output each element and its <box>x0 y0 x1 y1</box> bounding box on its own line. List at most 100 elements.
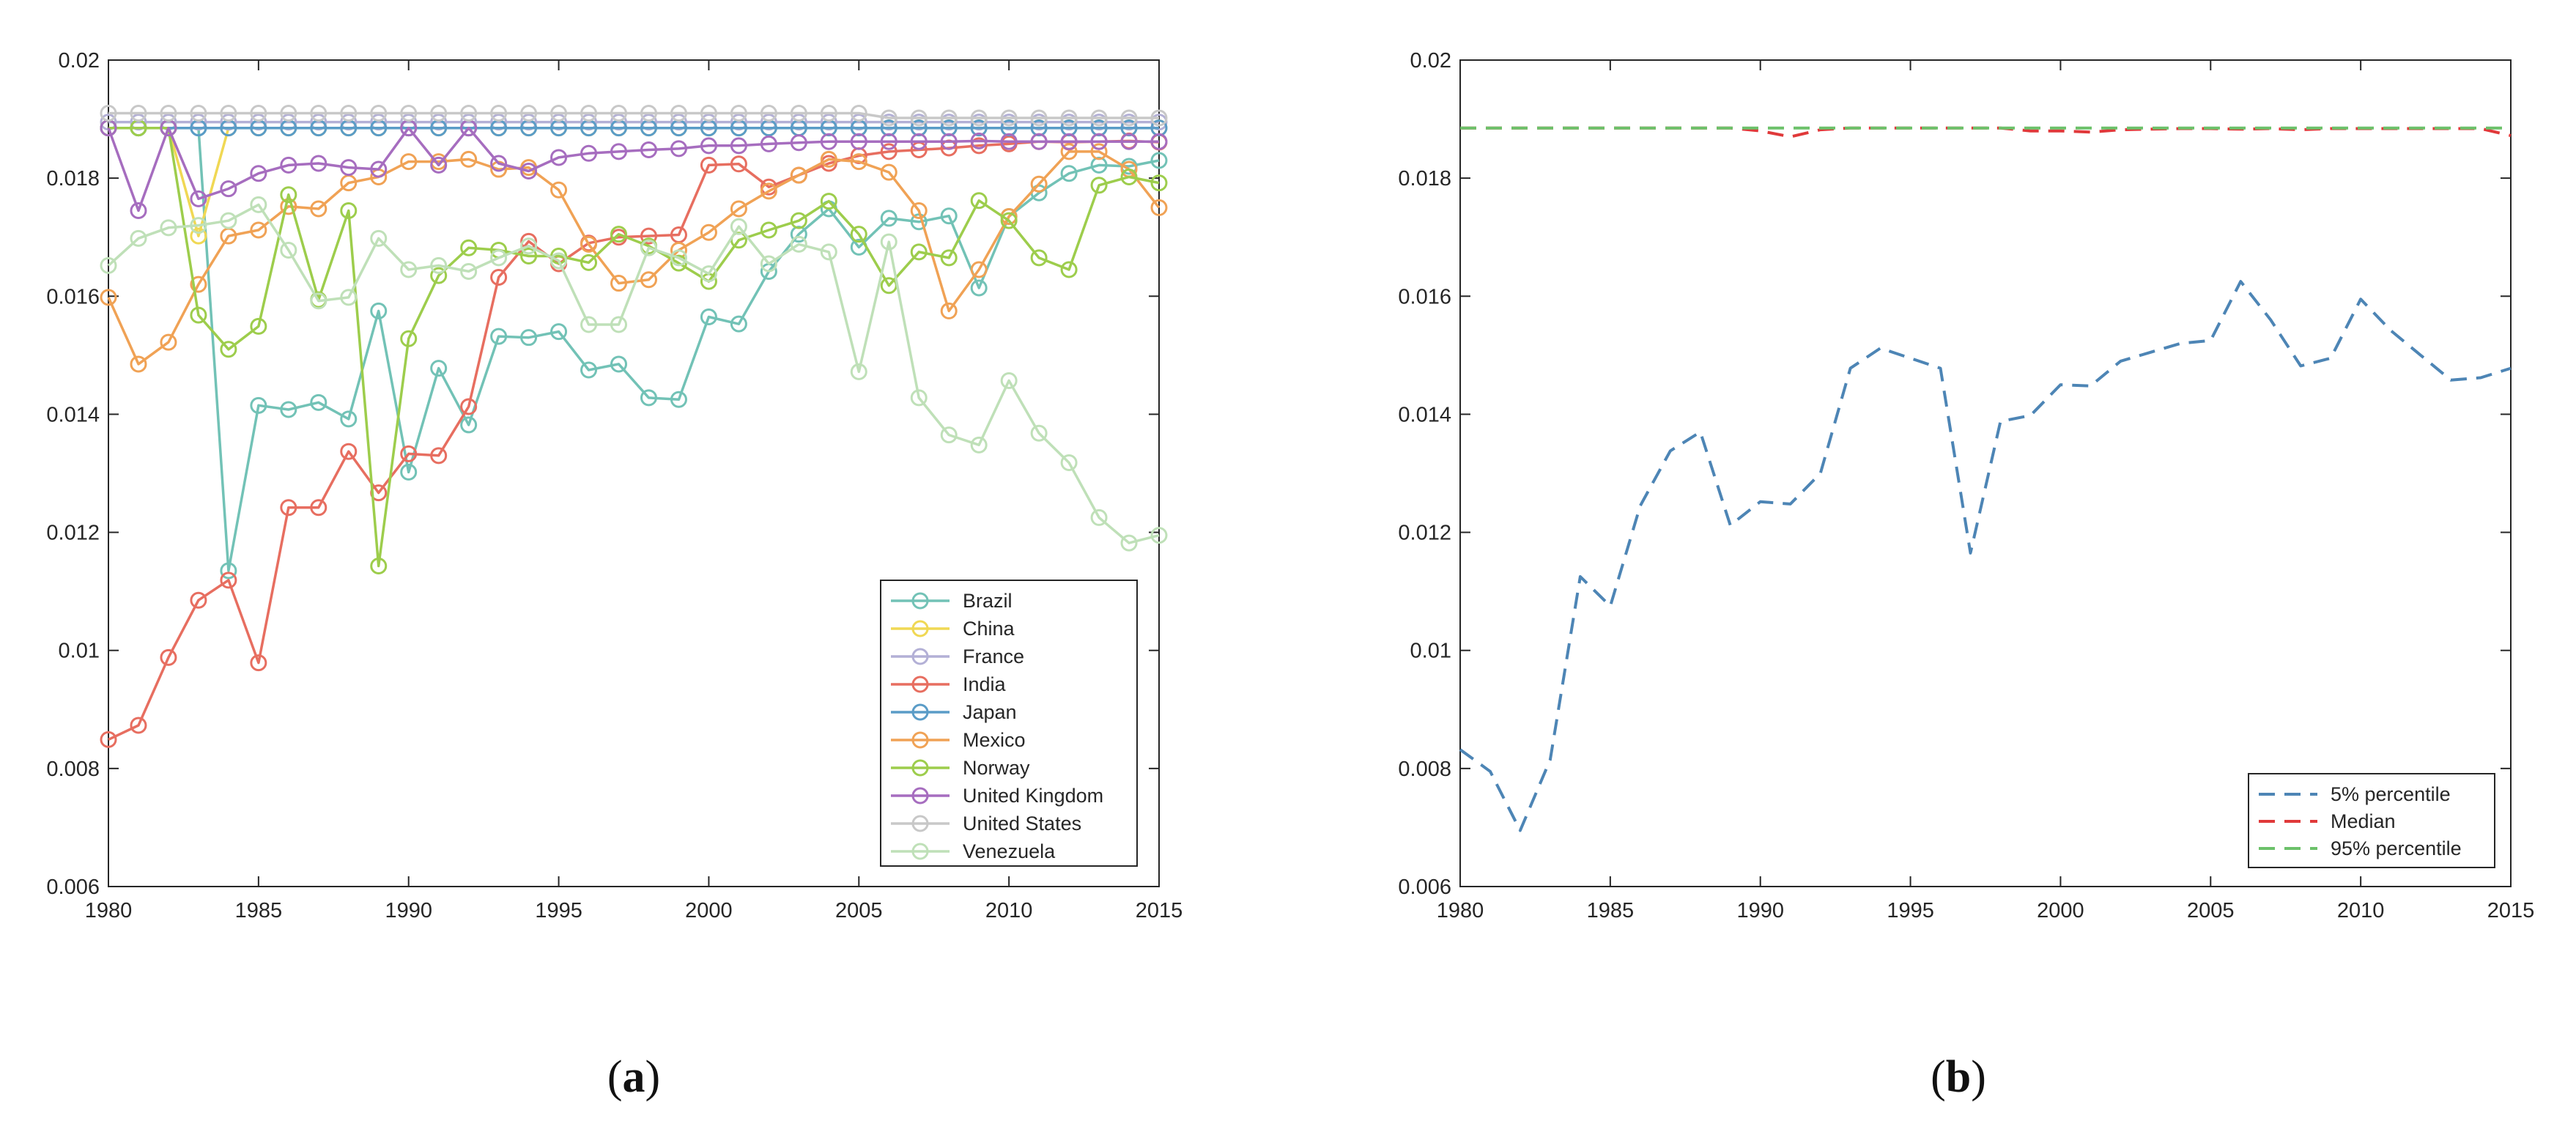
data-point-united-kingdom <box>250 165 267 182</box>
legend-label: 5% percentile <box>2331 783 2451 805</box>
data-point-venezuela <box>1060 454 1078 471</box>
y-tick-label: 0.016 <box>1398 285 1451 308</box>
data-point-united-kingdom <box>550 149 568 166</box>
data-point-brazil <box>700 308 717 325</box>
data-point-india <box>160 648 177 666</box>
data-point-brazil <box>970 279 988 297</box>
data-point-united-kingdom <box>970 132 988 149</box>
legend: Brazil China France India Japan Mexico Norway U… <box>880 580 1138 867</box>
data-point-venezuela <box>610 316 628 333</box>
data-point-united-states <box>790 105 807 122</box>
data-point-france <box>370 114 388 131</box>
data-point-venezuela <box>970 436 988 454</box>
data-point-brazil <box>220 562 237 580</box>
data-point-brazil <box>550 323 568 341</box>
data-point-venezuela <box>130 229 147 247</box>
data-point-brazil <box>400 463 418 481</box>
x-tick-label: 2000 <box>2037 899 2084 922</box>
data-point-united-kingdom <box>820 133 837 150</box>
x-tick-label: 1985 <box>235 899 283 922</box>
panel-label-close: ) <box>1971 1052 1986 1102</box>
data-point-norway <box>850 226 867 243</box>
data-point-norway <box>580 254 598 271</box>
series-venezuela <box>100 196 1168 552</box>
data-point-united-states <box>370 105 388 122</box>
data-point-norway <box>610 226 628 243</box>
legend-marker <box>911 620 929 637</box>
x-tick-label: 1990 <box>1736 899 1784 922</box>
data-point-united-states <box>250 105 267 122</box>
data-point-united-states <box>880 109 897 127</box>
data-point-brazil <box>490 328 508 345</box>
data-point-norway <box>400 330 418 347</box>
data-point-united-states <box>190 105 207 122</box>
data-point-united-kingdom <box>280 156 297 174</box>
data-point-venezuela <box>880 233 897 251</box>
legend-marker <box>911 731 929 749</box>
data-point-mexico <box>550 181 568 199</box>
legend-label: Norway <box>963 757 1030 779</box>
data-point-norway <box>1060 261 1078 278</box>
legend-marker <box>911 648 929 665</box>
data-point-norway <box>250 317 267 335</box>
y-tick-label: 0.01 <box>59 640 100 663</box>
data-point-mexico <box>610 275 628 292</box>
series-line-venezuela <box>107 203 1160 544</box>
data-point-mexico <box>850 153 867 171</box>
data-point-venezuela <box>850 363 867 380</box>
data-point-france <box>430 114 448 131</box>
data-point-united-kingdom <box>190 190 207 207</box>
data-point-united-kingdom <box>1090 133 1108 150</box>
data-point-united-kingdom <box>610 143 628 160</box>
legend-label: Brazil <box>963 590 1013 612</box>
data-point-united-states <box>430 105 448 122</box>
data-point-brazil <box>310 393 327 411</box>
data-point-united-kingdom <box>790 134 807 152</box>
data-point-venezuela <box>220 212 237 229</box>
data-point-norway <box>1000 212 1018 229</box>
data-point-united-states <box>520 105 538 122</box>
data-point-france <box>340 114 358 131</box>
data-point-united-kingdom <box>730 137 747 155</box>
x-tick-label: 2015 <box>2487 899 2535 922</box>
y-tick-label: 0.006 <box>1398 876 1451 899</box>
y-tick-label: 0.006 <box>46 876 100 899</box>
data-point-venezuela <box>520 237 538 255</box>
data-point-norway <box>940 249 958 267</box>
data-point-brazil <box>460 416 478 434</box>
data-point-india <box>340 443 358 460</box>
series-line-5-percentile <box>1459 280 2512 832</box>
data-point-united-kingdom <box>670 140 687 158</box>
panel-label-close: ) <box>645 1052 661 1102</box>
data-point-norway <box>1120 169 1138 186</box>
series-line-united-states <box>108 111 1159 119</box>
series-line-norway <box>108 126 1160 568</box>
data-point-venezuela <box>670 249 687 267</box>
legend-marker <box>911 759 929 777</box>
data-point-brazil <box>730 315 747 333</box>
data-point-venezuela <box>940 426 958 444</box>
data-point-united-states <box>820 105 837 122</box>
data-point-india <box>970 137 988 155</box>
data-point-france <box>820 114 837 131</box>
data-point-mexico <box>1150 199 1168 216</box>
data-point-norway <box>1150 174 1168 192</box>
legend-label: United Kingdom <box>963 785 1103 807</box>
data-point-united-states <box>1120 109 1138 127</box>
data-point-united-states <box>1090 109 1108 127</box>
data-point-norway <box>340 201 358 219</box>
data-point-france <box>310 114 327 131</box>
data-point-united-kingdom <box>940 133 958 150</box>
data-point-india <box>280 499 297 517</box>
panel-label-letter: a <box>623 1052 645 1102</box>
data-point-united-states <box>640 105 657 122</box>
panel-label: (a) <box>607 1052 660 1102</box>
data-point-venezuela <box>1030 424 1048 442</box>
data-point-brazil <box>640 389 657 407</box>
data-point-united-states <box>220 105 237 122</box>
y-tick-label: 0.02 <box>1410 49 1451 73</box>
y-tick-label: 0.014 <box>46 403 100 426</box>
data-point-venezuela <box>280 241 297 259</box>
x-tick-label: 1985 <box>1587 899 1635 922</box>
data-point-venezuela <box>340 289 358 306</box>
